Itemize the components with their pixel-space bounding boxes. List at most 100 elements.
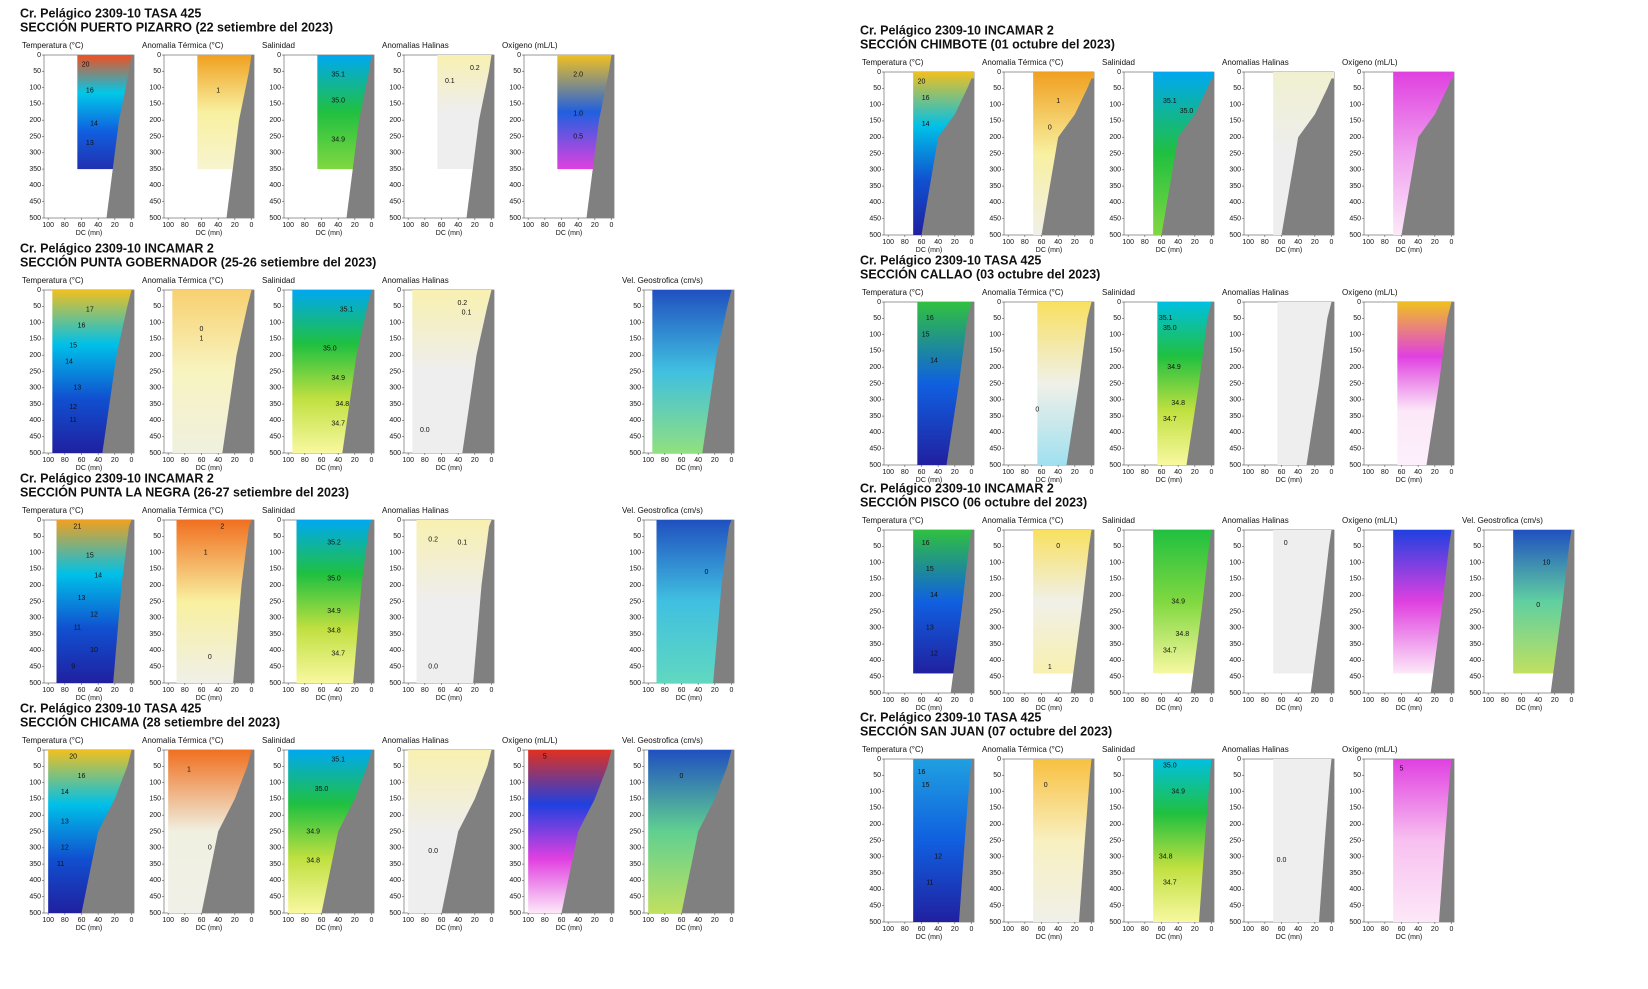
contour-label: 34.8 [1176, 631, 1190, 638]
y-tick-label: 500 [989, 690, 1001, 697]
contour-label: 0 [200, 326, 204, 333]
contour-label: 15 [922, 782, 930, 789]
x-tick-label: 0 [490, 917, 494, 924]
bathymetry [1310, 530, 1334, 693]
y-tick-label: 500 [269, 680, 281, 687]
x-axis-label: DC (mn) [1036, 247, 1062, 254]
y-tick-label: 450 [269, 199, 281, 206]
y-tick-label: 350 [1109, 870, 1121, 877]
x-tick-label: 100 [402, 687, 414, 694]
x-tick-label: 0 [1450, 926, 1454, 933]
x-tick-label: 20 [1311, 239, 1319, 246]
y-tick-label: 0 [397, 287, 401, 294]
panel-title: Anomalía Térmica (°C) [982, 745, 1064, 754]
y-tick-label: 300 [389, 615, 401, 622]
y-tick-label: 500 [389, 680, 401, 687]
x-tick-label: 100 [522, 222, 534, 229]
y-tick-label: 50 [273, 303, 281, 310]
panel-title: Temperatura (°C) [22, 506, 84, 515]
y-tick-label: 250 [869, 380, 881, 387]
x-tick-label: 0 [370, 222, 374, 229]
contour-label: 34.8 [336, 401, 350, 408]
y-tick-label: 500 [269, 910, 281, 917]
contour-label: 35.0 [323, 346, 337, 353]
y-tick-label: 300 [1229, 167, 1241, 174]
bathymetry [226, 55, 254, 218]
y-tick-label: 100 [509, 84, 521, 91]
y-tick-label: 0 [1357, 527, 1361, 534]
y-tick-label: 100 [1109, 101, 1121, 108]
y-tick-label: 350 [149, 166, 161, 173]
cruise-title: Cr. Pelágico 2309-10 TASA 425 [20, 6, 201, 20]
section-title: SECCIÓN PISCO (06 octubre del 2023) [860, 494, 1087, 509]
y-tick-label: 100 [29, 549, 41, 556]
y-tick-label: 300 [389, 150, 401, 157]
y-tick-label: 300 [629, 615, 641, 622]
contour-label: 1 [1056, 98, 1060, 105]
y-tick-label: 200 [869, 592, 881, 599]
y-tick-label: 100 [1109, 788, 1121, 795]
x-tick-label: 40 [1294, 469, 1302, 476]
y-tick-label: 500 [629, 910, 641, 917]
y-tick-label: 150 [1229, 348, 1241, 355]
y-tick-label: 0 [1237, 299, 1241, 306]
y-tick-label: 400 [269, 647, 281, 654]
y-tick-label: 350 [269, 166, 281, 173]
y-tick-label: 300 [869, 167, 881, 174]
x-tick-label: 20 [351, 687, 359, 694]
contour-label: 34.9 [327, 608, 341, 615]
y-tick-label: 50 [633, 303, 641, 310]
y-tick-label: 100 [389, 84, 401, 91]
x-tick-label: 20 [231, 687, 239, 694]
x-tick-label: 80 [541, 222, 549, 229]
y-tick-label: 400 [1229, 886, 1241, 893]
x-tick-label: 60 [1278, 697, 1286, 704]
y-tick-label: 300 [1229, 854, 1241, 861]
x-tick-label: 0 [1090, 239, 1094, 246]
x-tick-label: 20 [1431, 239, 1439, 246]
contour-label: 15 [69, 342, 77, 349]
y-tick-label: 250 [149, 598, 161, 605]
x-tick-label: 60 [918, 239, 926, 246]
x-axis-label: DC (mn) [1036, 934, 1062, 941]
y-tick-label: 350 [1229, 413, 1241, 420]
y-tick-label: 350 [149, 401, 161, 408]
y-tick-label: 300 [149, 150, 161, 157]
y-tick-label: 400 [389, 877, 401, 884]
x-tick-label: 0 [1330, 239, 1334, 246]
x-tick-label: 60 [1398, 926, 1406, 933]
y-tick-label: 450 [389, 894, 401, 901]
y-tick-label: 200 [1109, 821, 1121, 828]
y-tick-label: 450 [269, 664, 281, 671]
x-tick-label: 40 [694, 457, 702, 464]
y-tick-label: 400 [869, 657, 881, 664]
y-tick-label: 400 [1109, 429, 1121, 436]
x-tick-label: 0 [370, 687, 374, 694]
y-tick-label: 400 [869, 199, 881, 206]
x-tick-label: 40 [214, 917, 222, 924]
y-tick-label: 100 [269, 549, 281, 556]
y-tick-label: 250 [509, 828, 521, 835]
panel-title: Temperatura (°C) [862, 58, 924, 67]
y-tick-label: 150 [629, 796, 641, 803]
y-tick-label: 350 [1349, 641, 1361, 648]
y-tick-label: 500 [389, 450, 401, 457]
y-tick-label: 350 [989, 413, 1001, 420]
x-tick-label: 80 [1261, 239, 1269, 246]
y-tick-label: 500 [869, 690, 881, 697]
y-tick-label: 0 [997, 527, 1001, 534]
y-tick-label: 400 [269, 877, 281, 884]
y-tick-label: 350 [1229, 870, 1241, 877]
x-tick-label: 40 [934, 697, 942, 704]
y-tick-label: 350 [869, 183, 881, 190]
y-tick-label: 250 [389, 368, 401, 375]
x-tick-label: 20 [471, 687, 479, 694]
bathymetry [702, 290, 734, 453]
y-tick-label: 150 [869, 576, 881, 583]
x-tick-label: 100 [882, 469, 894, 476]
y-tick-label: 150 [989, 576, 1001, 583]
y-tick-label: 50 [633, 533, 641, 540]
x-tick-label: 40 [1294, 697, 1302, 704]
contour-label: 16 [918, 769, 926, 776]
bathymetry [321, 750, 374, 913]
